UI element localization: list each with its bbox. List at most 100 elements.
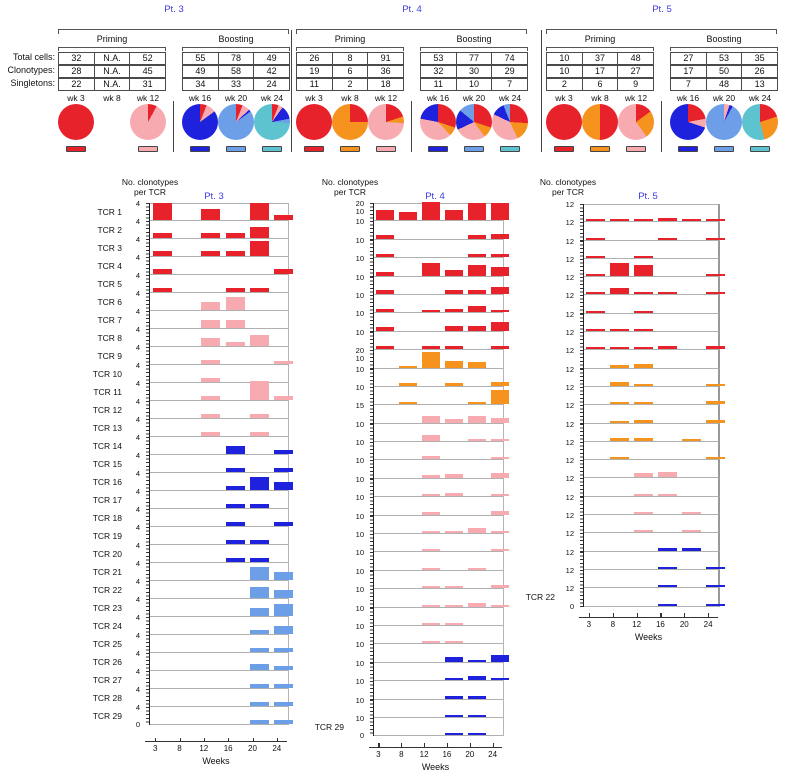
summary-row-label: Singletons:: [10, 78, 55, 88]
weeks-axis-tick: [708, 613, 710, 618]
clonotype-pie-wk16: [182, 104, 218, 140]
clonotype-bar: [225, 485, 245, 490]
y-top-label: 10: [355, 382, 364, 392]
count-cell: 26: [309, 53, 320, 63]
clonotype-bar: [634, 402, 654, 405]
y-axis-labels: 12: [561, 218, 577, 240]
clonotype-bar: [399, 365, 418, 368]
y-axis-labels: 12: [561, 438, 577, 460]
clonotype-bar: [657, 566, 677, 569]
y-axis-labels: 12: [561, 383, 577, 405]
y-axis-labels: 10: [350, 328, 367, 350]
clonotype-pie-wk24: [742, 104, 778, 140]
y-axis-ticks: [577, 295, 584, 315]
week-label: wk 12: [374, 93, 398, 103]
y-top-label: 10: [355, 640, 364, 650]
weeks-tick-label: 12: [419, 749, 429, 759]
clonotype-pie-wk16: [670, 104, 706, 140]
y-axis-labels: 10: [350, 217, 367, 239]
y-top-label: 10: [355, 254, 364, 264]
row-plot: [150, 707, 294, 725]
count-cell: 53: [705, 53, 742, 64]
row-plot: [150, 293, 289, 311]
clonotype-bar: [201, 320, 221, 328]
clonotype-bar: [201, 431, 221, 436]
clonotype-bar: [467, 659, 486, 662]
clonotype-bar: [225, 503, 245, 508]
row-plot: [374, 331, 509, 351]
weeks-tick-label: 20: [679, 619, 689, 629]
y-axis-ticks: [367, 386, 374, 406]
y-axis-labels: 10: [350, 493, 367, 515]
tcr-row-label: TCR 21: [92, 567, 122, 577]
weeks-tick-label: 12: [632, 619, 642, 629]
clonotype-bar: [274, 719, 294, 724]
patient-block-4: Pt. 4 Priming 26 8 91 19 6 36 11 2 18 wk 3 wk 8 wk 12…: [296, 0, 528, 160]
clonotype-bar: [376, 345, 395, 350]
y-axis-labels: 12: [561, 310, 577, 332]
clonotype-bar: [467, 306, 486, 313]
y-axis-ticks: [577, 405, 584, 424]
weeks-tick-label: 3: [152, 744, 158, 753]
clonotype-bar: [376, 290, 395, 294]
weeks-tick-label: 3: [586, 619, 592, 629]
tcr-row: TCR 16 4: [78, 469, 294, 491]
clonotype-bar: [467, 235, 486, 239]
count-cell: 31: [129, 79, 165, 90]
clonotype-pie-wk8: [582, 104, 618, 140]
tcr-row-label: [304, 442, 350, 460]
row-plot: [374, 258, 509, 277]
clonotype-bar: [444, 210, 463, 221]
y-top-label: 12: [565, 200, 574, 209]
clonotype-bar: [250, 203, 269, 220]
clonotype-bar: [586, 237, 606, 240]
clonotype-pie-wk16: [420, 104, 456, 140]
clonotype-bar: [490, 381, 509, 386]
row-plot: [374, 625, 504, 645]
y-axis-ticks: [143, 401, 150, 419]
row-plot: [584, 569, 725, 589]
clonotype-bar: [444, 308, 463, 313]
clonotype-bar: [250, 287, 269, 292]
tcr-row-label: [304, 369, 350, 387]
y-axis-ticks: [577, 533, 584, 552]
row-plot: [150, 491, 289, 509]
clonotype-bar: [422, 494, 441, 497]
clonotype-bar: [705, 401, 725, 405]
clonotype-bar: [422, 531, 441, 534]
tcr-row: 10: [304, 659, 509, 682]
y-top-label: 10: [355, 548, 364, 558]
count-table-row: 49 58 42: [182, 65, 290, 78]
row-plot: [150, 545, 289, 563]
clonotype-bar: [467, 265, 486, 276]
count-cell: 27: [683, 53, 694, 63]
tcr-row-label: [515, 387, 561, 405]
y-axis-ticks: [367, 203, 374, 222]
count-cell: 49: [195, 66, 206, 76]
tcr-row-label: [515, 369, 561, 387]
y-top-label: 4: [135, 541, 140, 550]
y-axis-labels: 4: [128, 343, 143, 365]
clonotype-bar: [705, 345, 725, 350]
tcr-row: 10: [304, 291, 509, 314]
y-axis-labels: 12: [561, 566, 577, 588]
y-axis-labels: 12: [561, 456, 577, 478]
clonotype-bar: [201, 338, 221, 346]
tcr-row: 10: [304, 273, 509, 296]
clonotype-bar: [444, 678, 463, 681]
y-top-label: 10: [355, 677, 364, 687]
y-axis-labels: 10: [350, 640, 367, 662]
row-plot: [584, 515, 720, 534]
clonotype-bar: [225, 557, 245, 562]
clonotype-pie-wk3: [58, 104, 94, 140]
tcr-row: 20 10: [304, 199, 509, 222]
tcr-row-label: TCR 13: [92, 423, 122, 433]
y-axis-title: No. clonotypes per TCR: [539, 177, 597, 197]
tcr-row: 12: [515, 328, 725, 351]
clonotype-bar: [422, 512, 441, 515]
top-summary-section: Total cells: Clonotypes: Singletons: Pt. 3 P…: [0, 0, 795, 160]
count-cell: 13: [741, 79, 777, 90]
weeks-tick-label: 24: [272, 744, 282, 753]
y-axis-labels: 15: [350, 401, 367, 423]
y-top-label: 4: [135, 253, 140, 262]
